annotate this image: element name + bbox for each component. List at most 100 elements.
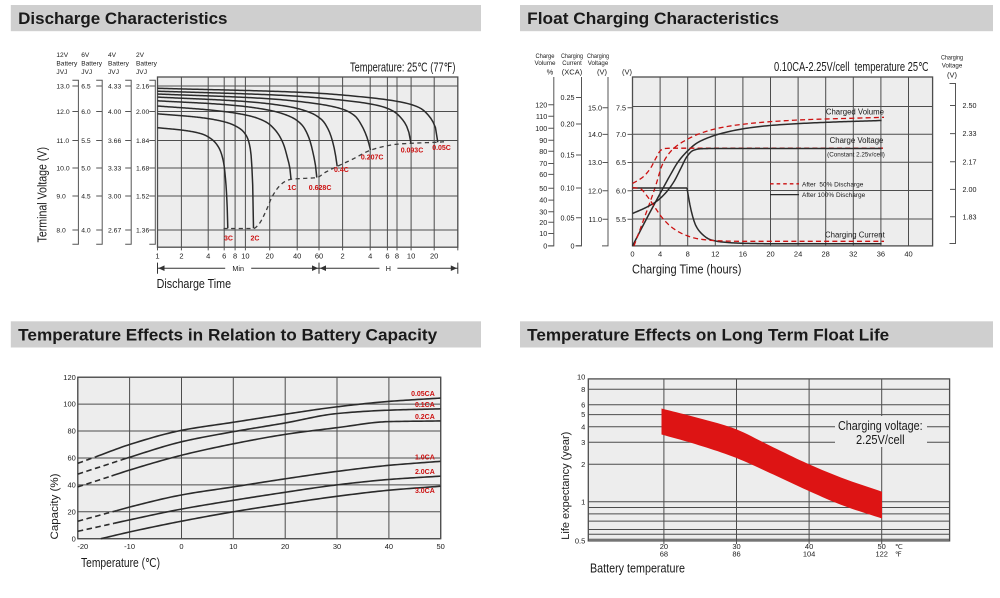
svg-text:0.5: 0.5 xyxy=(575,537,585,546)
svg-text:1.68: 1.68 xyxy=(136,166,149,173)
svg-text:32: 32 xyxy=(849,250,857,259)
svg-text:6V: 6V xyxy=(81,52,90,59)
svg-text:JVJ: JVJ xyxy=(56,69,67,76)
svg-text:4.5: 4.5 xyxy=(81,194,91,201)
svg-text:0.20: 0.20 xyxy=(561,120,575,129)
svg-text:1.52: 1.52 xyxy=(136,194,149,201)
svg-text:Charging: Charging xyxy=(941,55,963,62)
svg-text:4.0: 4.0 xyxy=(81,228,91,235)
svg-text:100: 100 xyxy=(63,400,76,409)
svg-text:2: 2 xyxy=(179,251,183,260)
svg-text:2.00: 2.00 xyxy=(136,109,149,116)
svg-text:Charge Voltage: Charge Voltage xyxy=(830,136,884,145)
svg-text:6: 6 xyxy=(581,400,585,409)
svg-text:100: 100 xyxy=(535,124,547,133)
svg-text:10: 10 xyxy=(539,229,547,238)
svg-text:5.0: 5.0 xyxy=(81,166,91,173)
svg-text:Battery: Battery xyxy=(136,61,158,68)
svg-text:4: 4 xyxy=(581,422,585,431)
svg-text:10: 10 xyxy=(407,251,415,260)
svg-text:3.33: 3.33 xyxy=(108,166,121,173)
svg-text:5.5: 5.5 xyxy=(81,138,91,145)
svg-text:Battery: Battery xyxy=(56,61,78,68)
svg-text:40: 40 xyxy=(805,542,813,551)
svg-text:Charge: Charge xyxy=(536,53,555,60)
svg-text:60: 60 xyxy=(315,251,323,260)
svg-text:Charging Current: Charging Current xyxy=(825,231,886,240)
svg-text:4.33: 4.33 xyxy=(108,84,121,91)
svg-text:20: 20 xyxy=(766,250,774,259)
svg-text:2.00: 2.00 xyxy=(963,185,977,194)
svg-text:2.33: 2.33 xyxy=(963,129,977,138)
svg-text:0: 0 xyxy=(72,534,76,543)
svg-text:20: 20 xyxy=(67,507,75,516)
svg-text:1.0CA: 1.0CA xyxy=(415,454,435,461)
svg-text:6.0: 6.0 xyxy=(81,109,91,116)
svg-text:30: 30 xyxy=(333,542,341,551)
svg-text:10.0: 10.0 xyxy=(56,166,69,173)
svg-text:3.00: 3.00 xyxy=(108,194,121,201)
svg-text:0.207C: 0.207C xyxy=(361,155,384,162)
svg-text:(V): (V) xyxy=(947,71,958,80)
svg-text:2: 2 xyxy=(581,460,585,469)
svg-text:70: 70 xyxy=(539,159,547,168)
svg-text:0: 0 xyxy=(543,242,547,251)
svg-text:0.05: 0.05 xyxy=(561,213,575,222)
svg-text:0.25: 0.25 xyxy=(561,93,575,102)
svg-text:24: 24 xyxy=(794,250,802,259)
svg-text:(V): (V) xyxy=(622,68,633,77)
svg-text:40: 40 xyxy=(904,250,912,259)
svg-text:0.093C: 0.093C xyxy=(401,148,424,155)
svg-text:50: 50 xyxy=(539,184,547,193)
svg-text:3C: 3C xyxy=(224,236,233,243)
svg-text:(Constant 2.25v/cell): (Constant 2.25v/cell) xyxy=(827,151,885,158)
svg-text:Temperature Effects on Long Te: Temperature Effects on Long Term Float L… xyxy=(527,325,889,344)
svg-text:Battery: Battery xyxy=(81,61,103,68)
svg-text:3: 3 xyxy=(581,438,585,447)
svg-text:8.0: 8.0 xyxy=(56,228,66,235)
svg-text:Life expectancy (year): Life expectancy (year) xyxy=(560,432,572,540)
svg-text:Discharge Characteristics: Discharge Characteristics xyxy=(18,9,227,28)
svg-text:Min: Min xyxy=(232,264,244,273)
svg-text:4V: 4V xyxy=(108,52,117,59)
svg-text:122: 122 xyxy=(875,549,888,558)
svg-text:(V): (V) xyxy=(597,68,608,77)
svg-text:16: 16 xyxy=(739,250,747,259)
svg-text:80: 80 xyxy=(539,147,547,156)
svg-text:50: 50 xyxy=(878,542,886,551)
svg-text:15.0: 15.0 xyxy=(588,103,602,112)
svg-text:0: 0 xyxy=(179,542,183,551)
svg-text:Battery temperature: Battery temperature xyxy=(590,562,685,576)
svg-text:Voltage: Voltage xyxy=(588,60,609,67)
svg-text:6: 6 xyxy=(222,251,226,260)
svg-text:(XCA): (XCA) xyxy=(562,68,583,77)
svg-text:7.0: 7.0 xyxy=(616,130,626,139)
svg-text:0.05CA: 0.05CA xyxy=(411,391,435,398)
svg-text:60: 60 xyxy=(67,454,75,463)
svg-text:Charged Volume: Charged Volume xyxy=(826,108,884,117)
svg-text:36: 36 xyxy=(877,250,885,259)
svg-text:H: H xyxy=(386,264,391,273)
svg-text:20: 20 xyxy=(430,251,438,260)
svg-text:JVJ: JVJ xyxy=(136,69,147,76)
svg-text:68: 68 xyxy=(660,549,668,558)
svg-text:6.5: 6.5 xyxy=(616,158,626,167)
svg-text:3.66: 3.66 xyxy=(108,138,121,145)
svg-text:After 50% Discharge: After 50% Discharge xyxy=(802,181,864,188)
svg-text:120: 120 xyxy=(535,100,547,109)
svg-text:1.84: 1.84 xyxy=(136,138,149,145)
svg-text:2.0CA: 2.0CA xyxy=(415,469,435,476)
svg-text:12.0: 12.0 xyxy=(56,109,69,116)
svg-text:-20: -20 xyxy=(77,542,88,551)
svg-text:4: 4 xyxy=(368,251,372,260)
svg-text:Capacity (%): Capacity (%) xyxy=(49,474,61,540)
svg-text:9.0: 9.0 xyxy=(56,194,66,201)
svg-text:-10: -10 xyxy=(124,542,135,551)
svg-text:2.25V/cell: 2.25V/cell xyxy=(856,433,905,447)
svg-text:90: 90 xyxy=(539,136,547,145)
svg-text:8: 8 xyxy=(581,385,585,394)
svg-text:Current: Current xyxy=(562,60,582,67)
svg-text:JVJ: JVJ xyxy=(108,69,119,76)
svg-text:Voltage: Voltage xyxy=(942,63,963,70)
svg-text:4: 4 xyxy=(658,250,662,259)
